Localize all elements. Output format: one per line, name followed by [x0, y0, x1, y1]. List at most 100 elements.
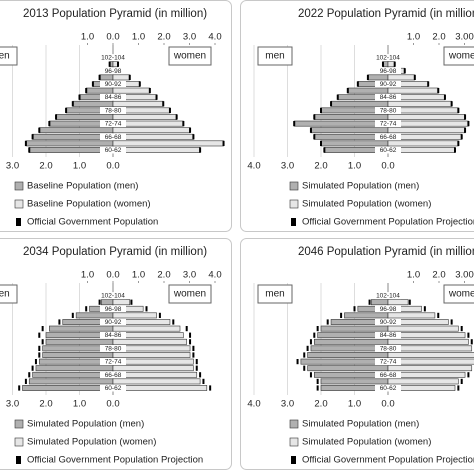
women-box: [443, 284, 474, 304]
top-tick-label: 4.0: [208, 270, 221, 281]
official-men-mark: [38, 332, 41, 338]
bottom-tick-label: 4.0: [247, 399, 260, 410]
official-men-mark: [306, 345, 309, 351]
official-women-mark: [457, 107, 460, 113]
men-label: men: [0, 289, 10, 300]
top-tick-label: 1.0: [81, 32, 94, 43]
bottom-tick-label: 0.0: [106, 399, 119, 410]
men-bar: [320, 378, 389, 385]
age-label-bg: [100, 344, 126, 352]
official-men-mark: [55, 114, 58, 120]
top-tick-label: 3.0: [183, 32, 196, 43]
official-women-mark: [460, 378, 463, 384]
official-men-mark: [368, 299, 371, 305]
age-label: 66-68: [105, 134, 122, 141]
official-women-mark: [189, 339, 192, 345]
age-label: 72-74: [105, 121, 122, 128]
men-bar: [344, 312, 389, 319]
women-bar: [112, 299, 131, 306]
men-bar: [35, 365, 114, 372]
women-bar: [387, 312, 436, 319]
age-label: 102-104: [376, 293, 400, 300]
official-men-mark: [313, 134, 316, 140]
official-women-mark: [413, 74, 416, 80]
age-label-bg: [375, 93, 401, 101]
top-tick-label: 0.0: [106, 270, 119, 281]
men-box: [0, 46, 18, 66]
women-bar: [112, 74, 131, 81]
official-women-mark: [155, 94, 158, 100]
legend-label: Simulated Population (men): [302, 181, 419, 192]
official-men-mark: [303, 352, 306, 358]
men-label: men: [0, 51, 10, 62]
age-label-bg: [100, 292, 126, 300]
age-label-bg: [375, 358, 401, 366]
official-women-mark: [450, 101, 453, 107]
official-men-mark: [323, 147, 326, 153]
official-men-mark: [38, 345, 41, 351]
age-label: 72-74: [380, 121, 397, 128]
chart-title: 2013 Population Pyramid (in million): [23, 8, 207, 20]
official-women-mark: [450, 319, 453, 325]
women-bar: [387, 365, 473, 372]
legend-marker: [289, 437, 299, 447]
age-label: 90-92: [105, 81, 122, 88]
women-box: [168, 284, 212, 304]
official-men-mark: [31, 365, 34, 371]
official-women-mark: [192, 352, 195, 358]
official-women-mark: [454, 147, 456, 153]
age-label: 102-104: [101, 293, 125, 300]
official-women-mark: [117, 61, 120, 67]
official-men-mark: [320, 140, 322, 146]
age-label-bg: [100, 384, 126, 392]
official-men-mark: [38, 127, 41, 133]
official-men-mark: [356, 81, 359, 87]
women-bar: [112, 87, 151, 94]
official-women-mark: [158, 312, 161, 318]
official-women-mark: [202, 378, 205, 384]
women-box: [168, 46, 212, 66]
official-men-mark: [309, 127, 312, 133]
official-women-mark: [192, 134, 195, 140]
official-men-mark: [24, 378, 27, 384]
age-label-bg: [100, 120, 126, 128]
official-men-mark: [293, 121, 296, 127]
official-men-mark: [18, 385, 21, 391]
age-label-bg: [375, 305, 401, 313]
men-bar: [75, 312, 114, 319]
age-label-bg: [100, 106, 126, 114]
age-label-bg: [375, 80, 401, 88]
age-label: 84-86: [105, 94, 122, 101]
panel: 2034 Population Pyramid (in million) 1.0 0…: [0, 238, 232, 470]
official-women-mark: [175, 114, 178, 120]
bottom-tick-label: 4.0: [247, 161, 260, 172]
age-label: 102-104: [376, 55, 400, 62]
women-bar: [112, 100, 164, 107]
women-bar: [387, 61, 395, 68]
official-men-mark: [353, 306, 356, 312]
official-men-mark: [330, 101, 333, 107]
age-label-bg: [100, 133, 126, 141]
age-label-bg: [100, 93, 126, 101]
official-men-mark: [78, 94, 81, 100]
official-men-mark: [31, 134, 34, 140]
men-bar: [320, 140, 389, 147]
bottom-tick-label: 3.0: [6, 399, 19, 410]
official-men-mark: [71, 312, 74, 318]
official-women-mark: [199, 147, 202, 153]
age-label-bg: [375, 54, 401, 62]
top-tick-label: 1.0: [81, 270, 94, 281]
men-bar: [39, 127, 114, 134]
chart-title: 2034 Population Pyramid (in million): [23, 246, 207, 258]
age-label: 60-62: [105, 147, 122, 154]
women-label: women: [173, 289, 206, 300]
women-bar: [387, 338, 469, 345]
age-label: 90-92: [380, 81, 397, 88]
bottom-tick-label: 2.0: [314, 161, 327, 172]
legend-marker: [16, 218, 21, 226]
official-women-mark: [168, 107, 171, 113]
legend-marker: [14, 181, 24, 191]
men-bar: [300, 358, 389, 365]
official-women-mark: [222, 140, 225, 146]
